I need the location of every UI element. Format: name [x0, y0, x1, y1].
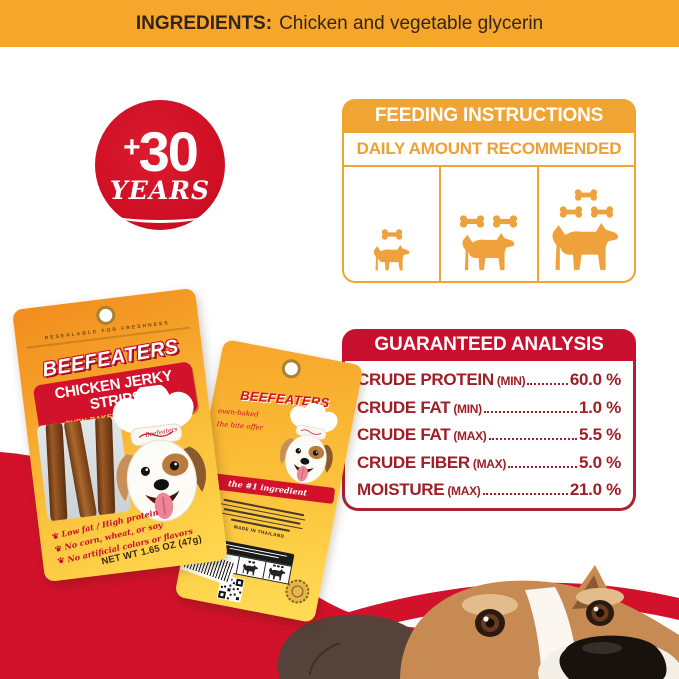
table-row: CRUDE FIBER (MAX) 5.0 %: [357, 453, 621, 473]
large-dog-icon: [550, 223, 622, 271]
paw-icon: [57, 557, 65, 565]
analysis-title: GUARANTEED ANALYSIS: [342, 329, 636, 361]
chart-cell: [262, 561, 292, 584]
row-qualifier: (MAX): [453, 429, 487, 443]
row-name: CRUDE FIBER: [357, 452, 470, 472]
row-value: 60.0 %: [569, 370, 621, 389]
bone-icons-3-bottom: [559, 206, 614, 218]
dot-leader: [483, 410, 578, 413]
hang-hole: [279, 357, 302, 380]
ingredients-banner: INGREDIENTS: Chicken and vegetable glyce…: [0, 0, 679, 47]
badge-plus: +: [123, 131, 140, 164]
paw-icon: [54, 544, 62, 552]
hang-hole: [94, 304, 116, 326]
feeding-title: FEEDING INSTRUCTIONS: [342, 99, 636, 133]
row-value: 1.0 %: [579, 397, 621, 417]
row-value: 21.0 %: [569, 480, 621, 499]
product-bag-front: RESEALABLE FOR FRESHNESS BEEFEATERS CHIC…: [11, 287, 229, 583]
small-dog-icon: [373, 245, 411, 271]
table-row: CRUDE PROTEIN (MIN) 60.0 %: [357, 370, 621, 390]
ingredients-label: INGREDIENTS:: [135, 12, 273, 34]
row-qualifier: (MIN): [496, 374, 526, 388]
dot-leader: [508, 465, 578, 468]
feeding-subtitle: DAILY AMOUNT RECOMMENDED: [344, 133, 634, 167]
table-row: CRUDE FAT (MIN) 1.0 %: [357, 398, 621, 418]
back-fine-print: MADE IN THAILAND: [216, 495, 306, 542]
table-row: CRUDE FAT (MAX) 5.5 %: [357, 425, 621, 445]
bone-icons-1: [381, 229, 403, 240]
row-value: 5.0 %: [579, 452, 621, 472]
dot-leader: [527, 383, 568, 385]
feeding-grid: [344, 167, 634, 281]
dot-leader: [488, 438, 578, 440]
bone-icons-3-top: [574, 189, 598, 201]
jerky-strip: [45, 419, 68, 522]
jerky-strip: [62, 416, 98, 522]
thirty-years-badge: +30 YEARS: [95, 100, 225, 230]
row-value: 5.5 %: [579, 425, 621, 444]
feeding-cell-medium: [439, 167, 536, 281]
row-name: CRUDE FAT: [357, 425, 451, 444]
paw-icon: [51, 532, 59, 540]
row-name: CRUDE PROTEIN: [357, 370, 494, 389]
row-qualifier: (MAX): [447, 484, 481, 498]
row-qualifier: (MIN): [453, 401, 482, 416]
row-qualifier: (MAX): [472, 456, 507, 471]
chef-dog-illustration: [268, 397, 349, 492]
row-name: CRUDE FAT: [357, 397, 451, 417]
corgi-photo: [277, 565, 679, 679]
chart-cell: [236, 556, 266, 579]
ingredients-text: Chicken and vegetable glycerin: [279, 12, 544, 34]
badge-underline: [116, 208, 204, 223]
medium-dog-icon: [461, 233, 517, 271]
feeding-cell-small: [344, 167, 439, 281]
badge-num: 30: [138, 120, 199, 183]
table-row: MOISTURE (MAX) 21.0 %: [357, 480, 621, 500]
badge-word: YEARS: [109, 176, 211, 205]
bone-icons-2: [459, 215, 518, 228]
guaranteed-analysis-box: GUARANTEED ANALYSIS CRUDE PROTEIN (MIN) …: [342, 329, 636, 511]
badge-number: +30: [95, 124, 225, 180]
feeding-cell-large: [536, 167, 634, 281]
feeding-instructions-box: FEEDING INSTRUCTIONS DAILY AMOUNT RECOMM…: [342, 99, 636, 283]
row-name: MOISTURE: [357, 480, 445, 499]
dot-leader: [482, 493, 568, 495]
feeding-body: DAILY AMOUNT RECOMMENDED: [342, 133, 636, 283]
